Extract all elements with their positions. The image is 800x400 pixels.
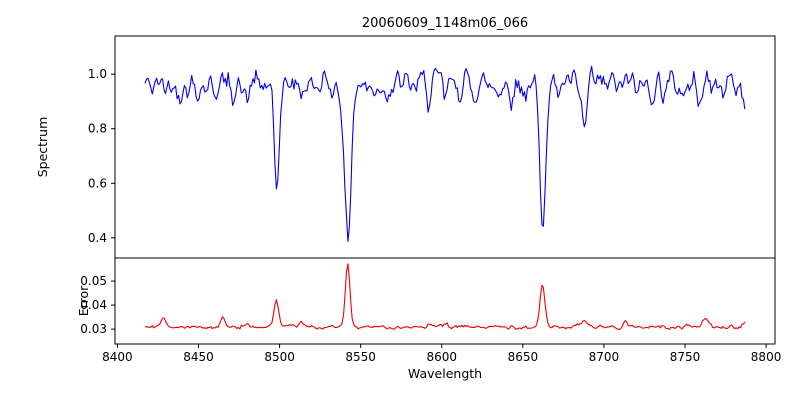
y-tick-label: 0.03	[80, 322, 107, 336]
x-tick-label: 8550	[345, 350, 376, 364]
x-tick-label: 8450	[183, 350, 214, 364]
x-tick-label: 8600	[426, 350, 457, 364]
x-tick-label: 8650	[508, 350, 539, 364]
y-tick-label: 0.04	[80, 298, 107, 312]
x-tick-label: 8700	[589, 350, 620, 364]
plot-content: 8400 8450 8500 8550 8600 8650 8700 8750 8800 0.4 0…	[80, 35, 782, 364]
y-tick-label: 0.6	[88, 176, 107, 190]
error-line	[144, 263, 746, 331]
x-tick-label: 8800	[751, 350, 782, 364]
x-axis-label: Wavelength	[408, 366, 482, 381]
y-tick-label: 0.8	[88, 122, 107, 136]
spectrum-axes-frame	[114, 35, 776, 259]
x-tick-label: 8500	[264, 350, 295, 364]
x-tick-label: 8400	[102, 350, 133, 364]
x-tick-label: 8750	[670, 350, 701, 364]
y-tick-label: 1.0	[88, 67, 107, 81]
spectrum-line	[144, 65, 746, 242]
error-axes-frame	[114, 257, 776, 345]
error-y-axis-label: Error	[76, 285, 91, 316]
y-tick-label: 0.4	[88, 231, 107, 245]
spectrum-y-axis-label: Spectrum	[35, 117, 50, 178]
chart-title: 20060609_1148m06_066	[362, 16, 528, 31]
y-tick-label: 0.05	[80, 274, 107, 288]
